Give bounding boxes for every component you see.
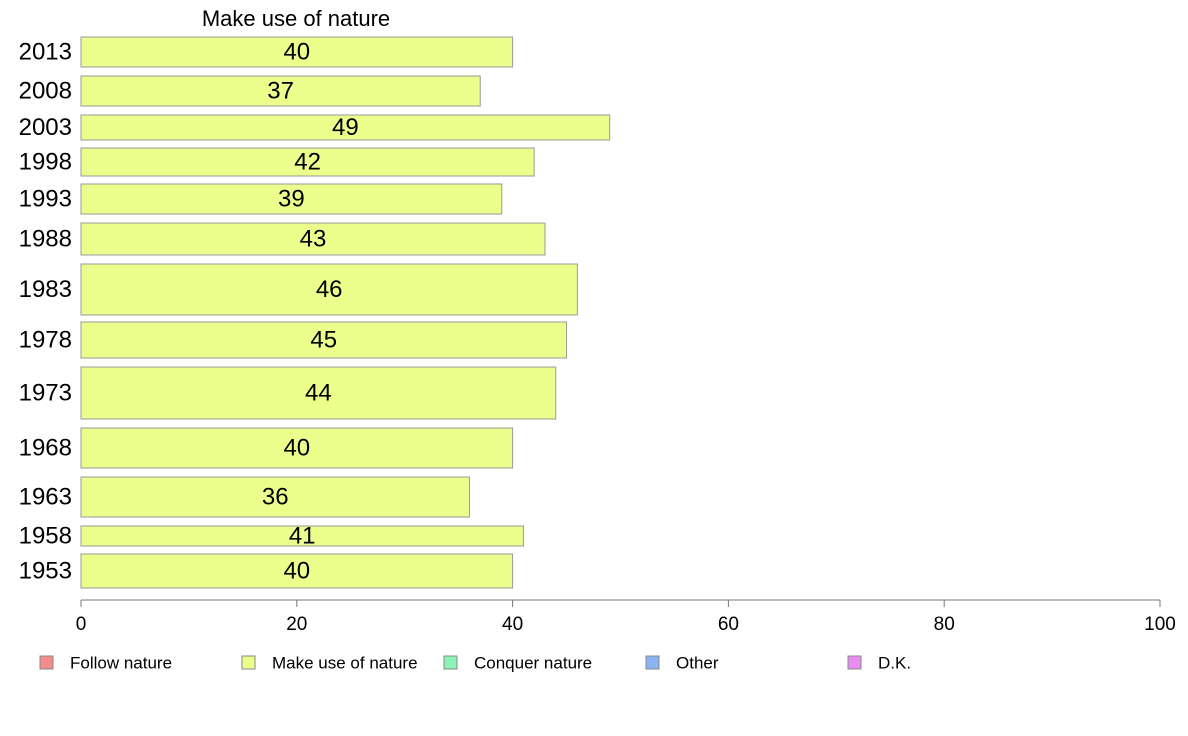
year-label-1988: 1988	[19, 226, 72, 253]
value-label-1968: 40	[283, 435, 310, 462]
bar-1958	[80, 525, 524, 547]
value-label-1998: 42	[294, 149, 321, 176]
year-label-2003: 2003	[19, 114, 72, 141]
legend-label-0: Follow nature	[70, 654, 172, 673]
bar-1978	[80, 321, 568, 359]
legend-label-2: Conquer nature	[474, 654, 592, 673]
value-label-1953: 40	[283, 558, 310, 585]
bar-1988	[80, 222, 546, 256]
x-tick-label-0: 0	[76, 614, 87, 635]
chart-title: Make use of nature	[202, 6, 390, 31]
value-label-2013: 40	[283, 39, 310, 66]
year-label-1953: 1953	[19, 558, 72, 585]
legend-label-4: D.K.	[878, 654, 911, 673]
year-label-1958: 1958	[19, 523, 72, 550]
legend: Follow nature Make use of nature Conquer n…	[39, 654, 911, 673]
legend-swatch-0	[39, 655, 54, 670]
year-label-1968: 1968	[19, 435, 72, 462]
value-label-1973: 44	[305, 380, 332, 407]
x-tick-label-40: 40	[502, 614, 523, 635]
value-label-1963: 36	[262, 484, 289, 511]
value-label-1983: 46	[316, 276, 343, 303]
legend-label-1: Make use of nature	[272, 654, 418, 673]
x-axis: 0 20 40 60 80 100	[76, 599, 1176, 635]
year-label-1963: 1963	[19, 484, 72, 511]
bar-2008	[80, 75, 481, 107]
year-label-1973: 1973	[19, 380, 72, 407]
bar-2013	[80, 36, 514, 68]
value-label-1958: 41	[289, 523, 316, 550]
bar-1968	[80, 427, 514, 469]
bar-1998	[80, 147, 535, 177]
value-label-1993: 39	[278, 186, 305, 213]
value-label-1978: 45	[310, 327, 337, 354]
bar-1963	[80, 476, 470, 518]
bar-1993	[80, 183, 503, 215]
year-label-1978: 1978	[19, 327, 72, 354]
value-label-1988: 43	[300, 226, 327, 253]
bar-1973	[80, 366, 557, 420]
year-label-2013: 2013	[19, 39, 72, 66]
bar-1953	[80, 553, 514, 589]
bars-group: 2013 40 2008 37 2003 49 1998 42 1993 39 1988 43 1983…	[19, 36, 611, 589]
x-tick-label-60: 60	[718, 614, 739, 635]
x-tick-label-80: 80	[934, 614, 955, 635]
legend-swatch-3	[645, 655, 660, 670]
year-label-1993: 1993	[19, 186, 72, 213]
value-label-2008: 37	[267, 78, 294, 105]
year-label-1983: 1983	[19, 276, 72, 303]
legend-swatch-2	[443, 655, 458, 670]
legend-swatch-1	[241, 655, 256, 670]
bar-2003	[80, 114, 611, 141]
legend-label-3: Other	[676, 654, 719, 673]
value-label-2003: 49	[332, 114, 359, 141]
year-label-1998: 1998	[19, 149, 72, 176]
year-label-2008: 2008	[19, 78, 72, 105]
legend-swatch-4	[847, 655, 862, 670]
x-tick-label-20: 20	[286, 614, 307, 635]
x-tick-label-100: 100	[1144, 614, 1176, 635]
bar-1983	[80, 263, 578, 316]
